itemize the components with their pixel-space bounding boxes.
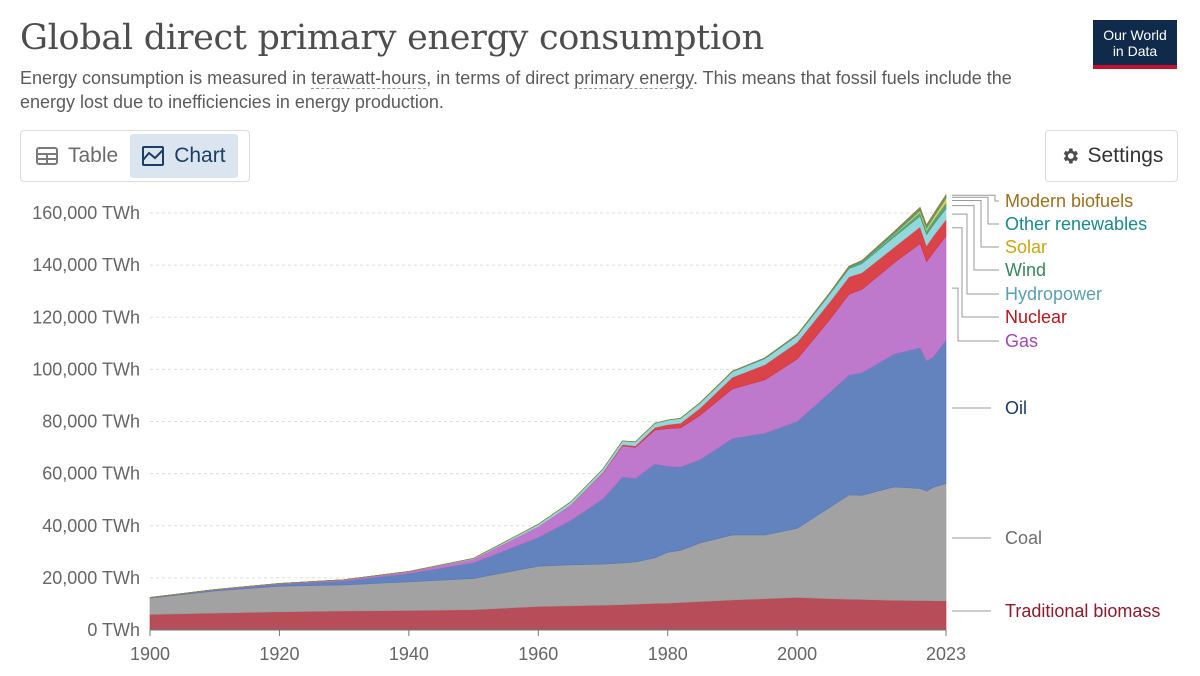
logo-line-1: Our World xyxy=(1103,27,1167,43)
logo-line-2: in Data xyxy=(1112,43,1158,59)
tab-chart[interactable]: Chart xyxy=(130,134,238,178)
y-tick-label: 40,000 TWh xyxy=(42,516,140,536)
gear-icon xyxy=(1063,148,1078,164)
legend-label-gas[interactable]: Gas xyxy=(1005,331,1038,351)
tab-table[interactable]: Table xyxy=(24,134,130,178)
area-modern-biofuels[interactable] xyxy=(149,193,947,598)
chart-icon xyxy=(142,146,165,166)
settings-button[interactable]: Settings xyxy=(1045,130,1178,182)
y-tick-label: 60,000 TWh xyxy=(42,464,140,484)
tab-chart-label: Chart xyxy=(174,144,226,167)
page-title: Global direct primary energy consumption xyxy=(20,18,764,58)
legend-label-hydropower[interactable]: Hydropower xyxy=(1005,284,1102,304)
legend-leader-other-renewables xyxy=(952,196,999,225)
y-tick-label: 160,000 TWh xyxy=(32,203,140,223)
view-tabs: Table Chart xyxy=(20,130,250,182)
subtitle-text-post: . This means that fossil fuels include t… xyxy=(20,68,1012,112)
x-tick-label: 1940 xyxy=(389,644,429,664)
y-tick-label: 20,000 TWh xyxy=(42,568,140,588)
legend-label-nuclear[interactable]: Nuclear xyxy=(1005,307,1067,327)
table-icon xyxy=(36,147,58,165)
legend-label-modern-biofuels[interactable]: Modern biofuels xyxy=(1005,191,1133,211)
y-tick-label: 0 TWh xyxy=(87,620,140,640)
subtitle-text: Energy consumption is measured in xyxy=(20,68,312,88)
y-tick-label: 120,000 TWh xyxy=(32,307,140,327)
y-tick-label: 100,000 TWh xyxy=(32,359,140,379)
legend-leader-modern-biofuels xyxy=(952,194,999,202)
y-tick-label: 140,000 TWh xyxy=(32,255,140,275)
x-tick-label: 1960 xyxy=(518,644,558,664)
legend-leader-nuclear xyxy=(952,227,999,318)
legend-label-oil[interactable]: Oil xyxy=(1005,398,1027,418)
legend-leader-wind xyxy=(952,205,999,271)
x-tick-label: 1920 xyxy=(259,644,299,664)
x-tick-label: 2000 xyxy=(777,644,817,664)
tab-table-label: Table xyxy=(68,144,119,167)
legend-label-coal[interactable]: Coal xyxy=(1005,528,1042,548)
legend-label-wind[interactable]: Wind xyxy=(1005,260,1046,280)
x-tick-label: 1980 xyxy=(648,644,688,664)
owid-logo[interactable]: Our World in Data xyxy=(1093,20,1177,69)
x-tick-label: 1900 xyxy=(130,644,170,664)
legend-label-other-renewables[interactable]: Other renewables xyxy=(1005,214,1147,234)
subtitle-text-mid: , in terms of direct xyxy=(426,68,575,88)
legend-label-traditional-biomass[interactable]: Traditional biomass xyxy=(1005,601,1160,621)
primary-energy-link[interactable]: primary energy xyxy=(574,68,693,89)
x-tick-label: 2023 xyxy=(926,644,966,664)
y-tick-label: 80,000 TWh xyxy=(42,412,140,432)
terawatt-hours-link[interactable]: terawatt-hours xyxy=(311,68,427,89)
legend-leader-hydropower xyxy=(952,213,999,295)
legend-leader-solar xyxy=(952,200,999,248)
legend-leader-gas xyxy=(952,287,999,342)
settings-label: Settings xyxy=(1087,144,1164,167)
page-subtitle: Energy consumption is measured in terawa… xyxy=(20,66,1040,114)
legend-label-solar[interactable]: Solar xyxy=(1005,237,1047,257)
